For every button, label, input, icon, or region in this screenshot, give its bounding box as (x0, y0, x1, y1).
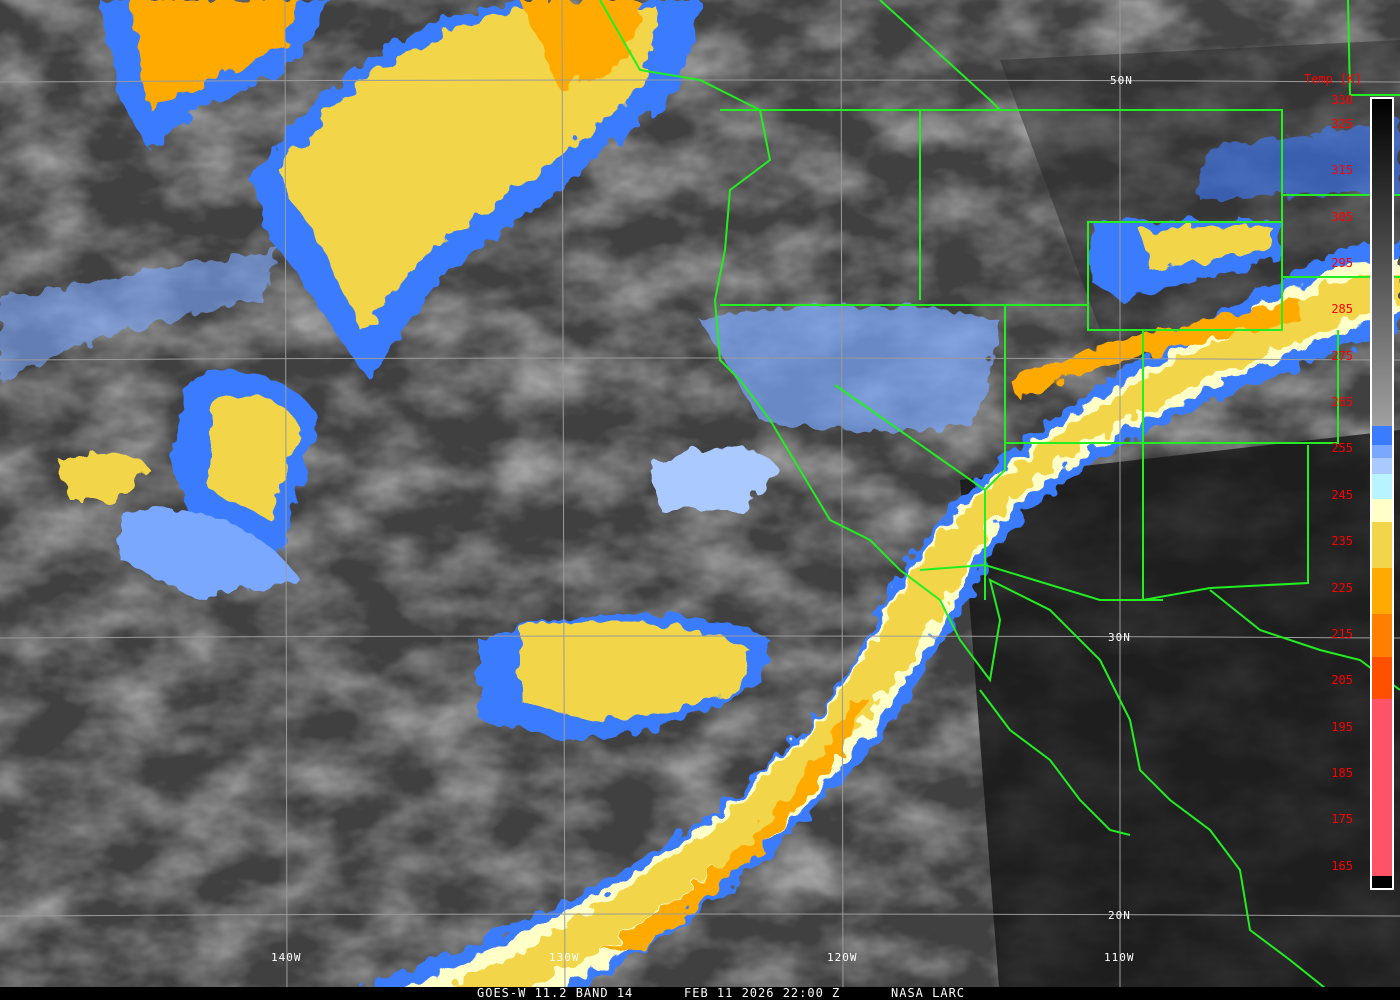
colorbar-segment (1372, 99, 1392, 426)
colorbar-segment (1372, 657, 1392, 699)
colorbar-label: 295 (1331, 256, 1353, 271)
colorbar-segment (1372, 499, 1392, 522)
colorbar-label: 330 (1331, 93, 1353, 107)
caption-bar: GOES-W 11.2 BAND 14 FEB 11 2026 22:00 Z … (0, 987, 1400, 1000)
lon-label-120w: 120W (827, 951, 858, 964)
colorbar-label: 195 (1331, 719, 1353, 734)
colorbar-segment (1372, 458, 1392, 474)
colorbar-segment (1372, 474, 1392, 499)
lon-label-110w: 110W (1104, 951, 1135, 964)
temperature-colorbar (1370, 97, 1394, 890)
satellite-label: GOES-W 11.2 BAND 14 (477, 986, 634, 1000)
colorbar-label: 175 (1331, 812, 1353, 827)
colorbar-label: 205 (1331, 673, 1353, 688)
colorbar-segment (1372, 614, 1392, 657)
coastlines-and-borders (599, 0, 1400, 1000)
colorbar-label: 235 (1331, 534, 1353, 549)
colorbar-label: 315 (1331, 163, 1353, 178)
colorbar-label: 305 (1331, 209, 1353, 224)
colorbar-label: 215 (1331, 626, 1353, 641)
colorbar-label: 255 (1331, 441, 1353, 456)
lat-label-50n: 50N (1110, 74, 1133, 87)
colorbar-segment (1372, 445, 1392, 458)
credit-label: NASA LARC (891, 986, 966, 1000)
colorbar-label: 265 (1331, 395, 1353, 410)
datetime-label: FEB 11 2026 22:00 Z (684, 986, 841, 1000)
colorbar-label: 275 (1331, 348, 1353, 363)
dark-land-mexico (960, 430, 1400, 1000)
colorbar-segment (1372, 426, 1392, 445)
colorbar-title: Temp [K] (1304, 72, 1362, 86)
colorbar-label: 325 (1331, 117, 1353, 131)
colorbar-label: 245 (1331, 487, 1353, 502)
colorbar-label: 225 (1331, 580, 1353, 595)
colorbar-label: 285 (1331, 302, 1353, 317)
lon-label-130w: 130W (549, 951, 580, 964)
colorbar-segment (1372, 699, 1392, 876)
lon-label-140w: 140W (271, 951, 302, 964)
colorbar-label: 185 (1331, 765, 1353, 780)
colorbar-segment (1372, 522, 1392, 568)
lat-label-30n: 30N (1108, 631, 1131, 644)
lat-label-20n: 20N (1108, 909, 1131, 922)
colorbar-segment (1372, 568, 1392, 614)
colorbar-label: 165 (1331, 858, 1353, 873)
